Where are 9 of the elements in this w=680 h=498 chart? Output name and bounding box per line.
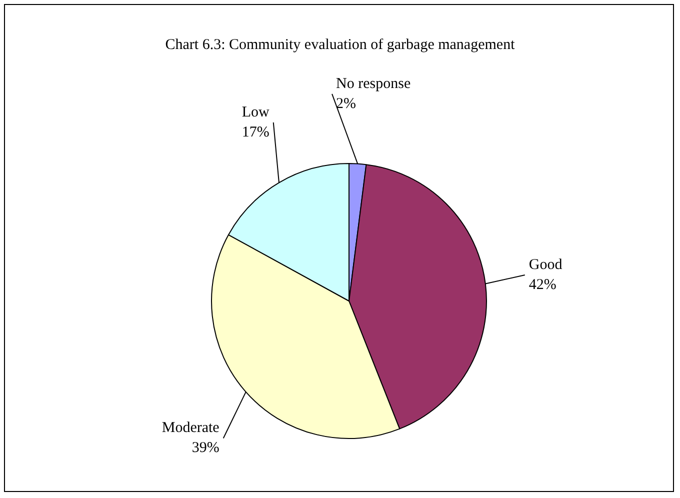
slice-label: No response [336,76,411,92]
slice-label: Low [242,104,270,120]
data-label: 17% [242,124,270,140]
data-label: 2% [336,96,356,112]
chart-title: Chart 6.3: Community evaluation of garbage management [165,36,516,53]
data-label: 42% [528,276,556,293]
slice-label: Moderate [162,420,220,436]
data-label: 39% [192,440,220,456]
slice-label: Good [528,256,563,273]
